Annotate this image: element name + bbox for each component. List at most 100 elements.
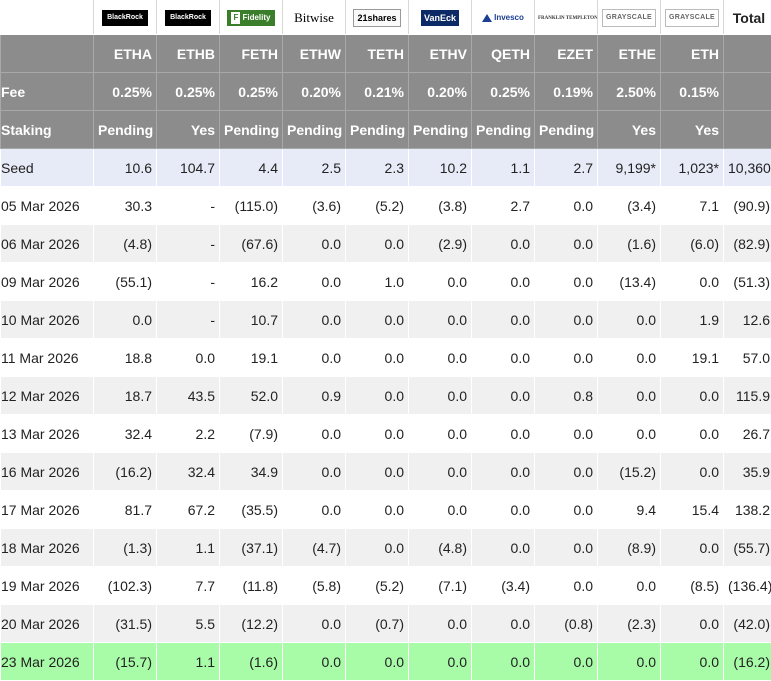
flow-cell: (8.9) [598,529,661,567]
seed-cell: 9,199* [598,149,661,187]
row-date: 05 Mar 2026 [1,187,94,225]
flow-cell: 0.0 [346,415,409,453]
flow-cell: (16.2) [94,453,157,491]
flow-cell: (4.7) [283,529,346,567]
flow-cell: 0.0 [535,225,598,263]
flow-cell: 0.0 [598,339,661,377]
flow-cell: 1.9 [661,301,724,339]
flow-cell: 1.0 [346,263,409,301]
fee-label: Fee [1,73,94,111]
fee-cell: 0.15% [661,73,724,111]
flow-cell: 32.4 [157,453,220,491]
flow-cell: 0.0 [535,263,598,301]
row-total-cell: 12.6 [724,301,771,339]
flow-cell: (67.6) [220,225,283,263]
issuer-logo-cell: Bitwise [283,1,346,35]
flow-cell: 0.0 [283,225,346,263]
flow-cell: 0.0 [409,263,472,301]
flow-cell: 0.0 [283,643,346,681]
seed-cell: 4.4 [220,149,283,187]
seed-total-cell: 10,360 [724,149,771,187]
issuer-logo-text: BlackRock [170,14,206,21]
franklin-templeton-logo: FRANKLIN TEMPLETON [535,16,598,22]
flow-cell: 1.1 [157,643,220,681]
ticker-cell: TETH [346,35,409,73]
ticker-cell: QETH [472,35,535,73]
row-total-cell: (90.9) [724,187,771,225]
row-total-cell: (82.9) [724,225,771,263]
flow-cell: 18.7 [94,377,157,415]
row-date: 11 Mar 2026 [1,339,94,377]
staking-cell: Pending [472,111,535,149]
total-staking-cell [724,111,771,149]
row-total-cell: 115.9 [724,377,771,415]
flow-cell: (3.6) [283,187,346,225]
flow-cell: 7.1 [661,187,724,225]
grayscale-logo: GRAYSCALE [602,9,656,27]
flow-cell: 1.1 [157,529,220,567]
total-header: Total [724,1,771,35]
flow-cell: 0.0 [535,529,598,567]
flow-cell: (15.7) [94,643,157,681]
issuer-logo-text: VanEck [424,13,456,23]
21shares-logo: 21shares [353,9,400,27]
fee-cell: 2.50% [598,73,661,111]
flow-cell: 0.0 [535,301,598,339]
fee-cell: 0.25% [157,73,220,111]
issuer-logo-text: Invesco [494,13,524,22]
flow-cell: (13.4) [598,263,661,301]
staking-cell: Pending [94,111,157,149]
flow-cell: 0.0 [535,187,598,225]
issuer-logo-cell: GRAYSCALE [598,1,661,35]
flow-cell: 0.0 [472,339,535,377]
staking-cell: Pending [283,111,346,149]
flow-cell: 0.0 [598,415,661,453]
blackrock-logo: BlackRock [165,10,211,26]
seed-cell: 2.7 [535,149,598,187]
flow-cell: (1.6) [220,643,283,681]
fee-cell: 0.25% [472,73,535,111]
flow-cell: (7.9) [220,415,283,453]
staking-cell: Pending [535,111,598,149]
fee-cell: 0.19% [535,73,598,111]
bitwise-logo: Bitwise [291,10,337,26]
issuer-logo-text: 21shares [357,13,396,23]
staking-cell: Pending [346,111,409,149]
flow-cell: (8.5) [661,567,724,605]
flow-cell: 2.2 [157,415,220,453]
flow-cell: (7.1) [409,567,472,605]
flow-cell: 0.0 [409,415,472,453]
flow-cell: 0.0 [661,415,724,453]
issuer-logo-text: GRAYSCALE [606,14,652,21]
flow-row: 19 Mar 2026(102.3)7.7(11.8)(5.8)(5.2)(7.… [1,567,771,605]
flow-cell: (12.2) [220,605,283,643]
fee-cell: 0.25% [94,73,157,111]
flow-cell: 0.0 [409,377,472,415]
flow-cell: 0.0 [346,225,409,263]
flow-cell: 0.9 [283,377,346,415]
staking-cell: Yes [661,111,724,149]
fee-cell: 0.25% [220,73,283,111]
flow-cell: 5.5 [157,605,220,643]
flow-cell: 0.0 [661,377,724,415]
invesco-logo: Invesco [479,10,527,26]
issuer-logo-text: Bitwise [294,10,334,25]
flow-cell: 9.4 [598,491,661,529]
ticker-cell: ETHV [409,35,472,73]
flow-cell: 0.0 [598,301,661,339]
flow-cell: (31.5) [94,605,157,643]
fidelity-mark-icon: F [231,12,240,24]
flow-cell: 0.8 [535,377,598,415]
row-date: 10 Mar 2026 [1,301,94,339]
flow-cell: 0.0 [472,377,535,415]
fee-row: Fee 0.25%0.25%0.25%0.20%0.21%0.20%0.25%0… [1,73,771,111]
